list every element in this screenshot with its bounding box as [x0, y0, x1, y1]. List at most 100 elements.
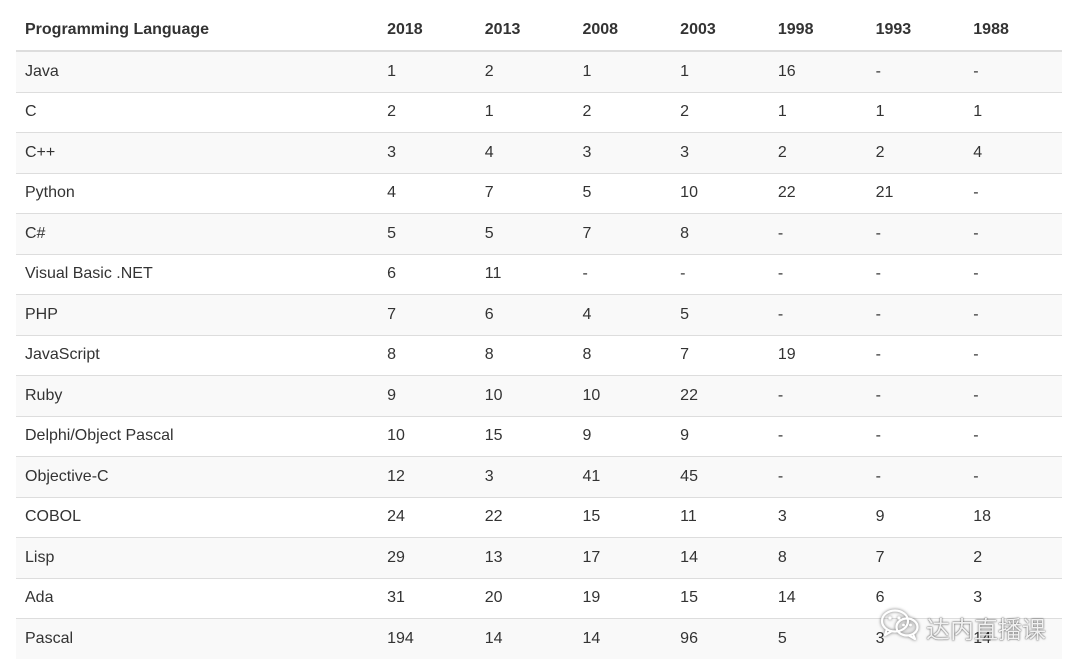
rank-cell: 3	[671, 132, 769, 173]
rank-cell: 31	[378, 577, 476, 619]
rank-cell: 8	[768, 537, 867, 578]
column-header-language: Programming Language	[16, 10, 379, 52]
rank-cell: 15	[475, 415, 574, 457]
rank-cell: 5	[378, 213, 476, 254]
rank-cell: 2	[866, 132, 965, 173]
rank-cell: 14	[768, 577, 867, 619]
rank-cell: 14	[671, 537, 769, 578]
rank-cell: 14	[573, 618, 672, 659]
language-name-cell: Delphi/Object Pascal	[16, 415, 379, 457]
rank-cell: 2	[573, 91, 672, 133]
rank-cell: -	[964, 172, 1062, 214]
language-name-cell: Ada	[16, 577, 379, 619]
rank-cell: -	[866, 213, 965, 254]
rank-cell: -	[964, 375, 1062, 416]
rank-cell: 5	[573, 172, 672, 214]
rank-cell: 2	[964, 537, 1062, 578]
rank-cell: -	[964, 213, 1062, 254]
rank-cell: 5	[475, 213, 574, 254]
rank-cell: 9	[573, 415, 672, 457]
language-name-cell: C	[16, 91, 379, 133]
rank-cell: 19	[573, 577, 672, 619]
ranking-table-container: Programming Language 2018 2013 2008 2003 1998…	[16, 10, 1062, 659]
rank-cell: 3	[573, 132, 672, 173]
language-name-cell: Ruby	[16, 375, 379, 416]
table-row: Visual Basic .NET 6 11- - - - -	[16, 253, 1062, 295]
rank-cell: 20	[475, 577, 574, 619]
rank-cell: 22	[671, 375, 769, 416]
language-name-cell: Objective-C	[16, 456, 379, 497]
rank-cell: 4	[378, 172, 476, 214]
table-row: Delphi/Object Pascal 10 15 9 9- - -	[16, 415, 1062, 457]
rank-cell: 8	[378, 334, 476, 376]
rank-cell: -	[866, 51, 965, 92]
language-name-cell: PHP	[16, 294, 379, 335]
rank-cell: -	[866, 375, 965, 416]
rank-cell: 7	[475, 172, 574, 214]
rank-cell: -	[866, 294, 965, 335]
rank-cell: -	[573, 253, 672, 295]
table-row: JavaScript 8 8 8 7 19- -	[16, 334, 1062, 376]
rank-cell: 2	[378, 91, 476, 133]
rank-cell: 3	[378, 132, 476, 173]
table-header-row: Programming Language 2018 2013 2008 2003 1998…	[16, 10, 1062, 52]
rank-cell: -	[964, 253, 1062, 295]
table-row: COBOL 24 22 15 11 3 9 18	[16, 496, 1062, 538]
column-header-year: 2003	[671, 10, 769, 52]
rank-cell: 194	[378, 618, 476, 659]
language-name-cell: C#	[16, 213, 379, 254]
rank-cell: -	[866, 456, 965, 497]
rank-cell: -	[768, 213, 867, 254]
rank-cell: 2	[475, 51, 574, 92]
rank-cell: 18	[964, 496, 1062, 538]
column-header-year: 2008	[573, 10, 672, 52]
rank-cell: -	[964, 51, 1062, 92]
rank-cell: 21	[866, 172, 965, 214]
rank-cell: 1	[671, 51, 769, 92]
table-row: Python 4 7 5 10 22 21-	[16, 172, 1062, 214]
rank-cell: 41	[573, 456, 672, 497]
table-row: Objective-C 12 3 41 45- - -	[16, 456, 1062, 497]
rank-cell: 7	[671, 334, 769, 376]
table-row: PHP 7 6 4 5- - -	[16, 294, 1062, 335]
rank-cell: 15	[671, 577, 769, 619]
rank-cell: -	[768, 253, 867, 295]
rank-cell: 9	[378, 375, 476, 416]
rank-cell: 29	[378, 537, 476, 578]
rank-cell: 14	[475, 618, 574, 659]
rank-cell: -	[964, 456, 1062, 497]
rank-cell: 1	[378, 51, 476, 92]
rank-cell: 7	[866, 537, 965, 578]
rank-cell: 3	[475, 456, 574, 497]
rank-cell: 5	[671, 294, 769, 335]
rank-cell: 7	[378, 294, 476, 335]
column-header-year: 1988	[964, 10, 1062, 52]
column-header-year: 2013	[475, 10, 574, 52]
rank-cell: 7	[573, 213, 672, 254]
rank-cell: 10	[573, 375, 672, 416]
rank-cell: 6	[475, 294, 574, 335]
rank-cell: 1	[964, 91, 1062, 133]
table-row: C# 5 5 7 8- - -	[16, 213, 1062, 254]
table-row: Pascal 194 14 14 96 5 3 14	[16, 618, 1062, 659]
rank-cell: 2	[768, 132, 867, 173]
column-header-year: 2018	[378, 10, 476, 52]
rank-cell: 10	[378, 415, 476, 457]
rank-cell: 3	[768, 496, 867, 538]
rank-cell: 16	[768, 51, 867, 92]
language-name-cell: Python	[16, 172, 379, 214]
rank-cell: 12	[378, 456, 476, 497]
rank-cell: 6	[866, 577, 965, 619]
table-row: Lisp 29 13 17 14 8 7 2	[16, 537, 1062, 578]
language-name-cell: C++	[16, 132, 379, 173]
rank-cell: -	[964, 415, 1062, 457]
table-row: Java 1 2 1 1 16- -	[16, 51, 1062, 92]
rank-cell: 19	[768, 334, 867, 376]
language-name-cell: Pascal	[16, 618, 379, 659]
column-header-year: 1993	[866, 10, 965, 52]
rank-cell: 14	[964, 618, 1062, 659]
language-name-cell: Lisp	[16, 537, 379, 578]
rank-cell: 17	[573, 537, 672, 578]
rank-cell: 10	[475, 375, 574, 416]
